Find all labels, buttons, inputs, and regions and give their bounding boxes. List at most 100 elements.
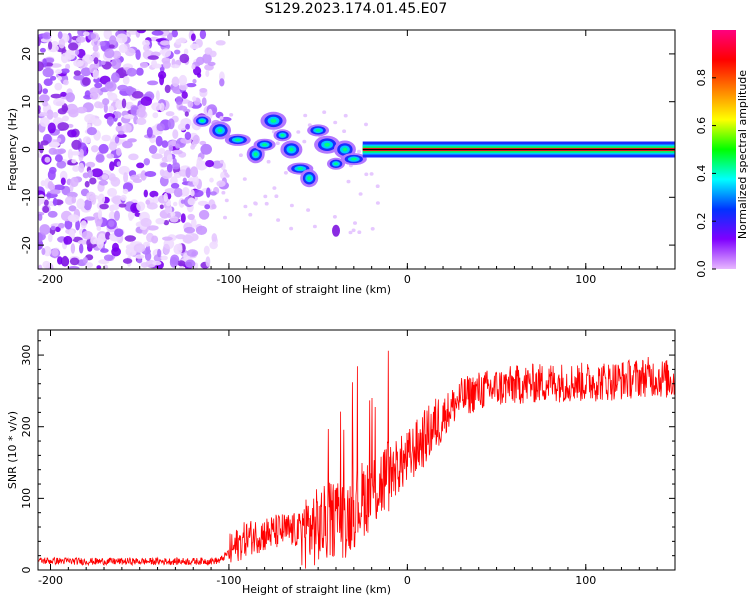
noise-blob: [50, 93, 62, 99]
noise-blob: [39, 224, 51, 235]
noise-blob: [114, 136, 120, 144]
noise-blob: [109, 35, 117, 46]
noise-blob: [127, 211, 135, 220]
noise-blob: [243, 204, 248, 209]
noise-blob: [274, 194, 279, 198]
noise-blob: [224, 198, 229, 203]
noise-blob: [152, 261, 162, 266]
noise-blob: [175, 96, 183, 105]
noise-blob: [104, 81, 117, 92]
noise-blob: [56, 137, 62, 143]
noise-blob: [80, 67, 92, 77]
noise-blob: [118, 165, 130, 175]
noise-blob: [38, 36, 41, 47]
noise-blob: [63, 79, 69, 86]
noise-blob: [192, 134, 200, 145]
noise-blob: [60, 68, 70, 74]
noise-blob: [68, 109, 79, 118]
noise-blob: [50, 225, 56, 231]
noise-blob: [155, 90, 160, 101]
noise-blob: [58, 222, 65, 229]
noise-blob: [85, 262, 93, 268]
noise-blob: [364, 122, 368, 127]
y-tick-label: 300: [20, 345, 33, 366]
noise-blob: [183, 226, 196, 234]
noise-blob: [136, 258, 143, 264]
noise-blob: [210, 191, 217, 196]
noise-blob: [186, 249, 199, 257]
noise-blob: [332, 215, 337, 219]
x-tick-label: 0: [404, 273, 411, 286]
noise-blob: [238, 153, 243, 157]
noise-blob: [135, 49, 141, 60]
noise-blob: [187, 197, 196, 206]
noise-blob: [136, 30, 146, 34]
noise-blob: [79, 149, 84, 158]
noise-blob: [264, 201, 269, 206]
y-axis-label: SNR (10 * v/v): [6, 411, 19, 489]
noise-blob: [93, 57, 99, 65]
noise-blob: [68, 205, 77, 212]
noise-blob: [118, 130, 125, 135]
noise-blob: [128, 153, 139, 161]
noise-blob: [38, 232, 43, 243]
noise-blob: [82, 136, 91, 144]
noise-blob: [49, 166, 57, 174]
noise-blob: [47, 181, 54, 190]
noise-blob: [192, 96, 197, 102]
noise-blob: [175, 143, 180, 149]
noise-blob: [161, 48, 172, 58]
noise-blob: [55, 226, 61, 233]
noise-blob: [52, 111, 59, 119]
noise-blob: [111, 72, 120, 83]
noise-blob: [112, 195, 124, 205]
noise-blob: [192, 175, 199, 187]
noise-blob: [99, 41, 106, 47]
noise-blob: [147, 80, 159, 86]
noise-blob: [75, 219, 80, 231]
noise-blob: [61, 255, 69, 266]
noise-blob: [65, 92, 76, 103]
noise-blob: [39, 94, 50, 103]
streak-blob: [234, 138, 241, 142]
noise-blob: [103, 103, 108, 113]
noise-blob: [115, 99, 124, 110]
noise-blob: [122, 258, 133, 264]
noise-blob: [162, 243, 171, 255]
y-tick-label: 10: [20, 95, 33, 109]
noise-blob: [60, 177, 66, 186]
noise-blob: [117, 84, 129, 92]
noise-blob: [178, 74, 188, 86]
noise-blob: [106, 116, 114, 126]
streak-blob: [324, 142, 330, 147]
noise-blob: [112, 50, 122, 59]
noise-blob: [82, 77, 91, 86]
noise-blob: [43, 246, 52, 257]
noise-blob: [84, 180, 90, 188]
noise-blob: [375, 184, 380, 188]
noise-blob: [42, 67, 54, 78]
noise-blob: [159, 74, 165, 86]
noise-blob: [177, 260, 186, 267]
plot-frame: [37, 329, 676, 571]
noise-blob: [52, 197, 58, 206]
noise-blob: [302, 139, 307, 144]
noise-blob: [62, 115, 69, 122]
noise-blob: [272, 186, 277, 190]
noise-blob: [92, 69, 100, 80]
noise-blob: [199, 140, 207, 146]
noise-blob: [41, 247, 46, 256]
noise-blob: [73, 70, 81, 76]
noise-blob: [178, 265, 185, 269]
noise-blob: [143, 189, 148, 198]
noise-blob: [242, 177, 247, 181]
noise-blob: [114, 210, 120, 221]
noise-blob: [67, 266, 80, 269]
noise-blob: [51, 248, 59, 257]
noise-blob: [296, 130, 301, 134]
noise-blob: [211, 233, 218, 243]
noise-blob: [160, 255, 168, 261]
noise-blob: [54, 154, 63, 162]
noise-blob: [97, 238, 104, 249]
noise-blob: [118, 44, 128, 53]
